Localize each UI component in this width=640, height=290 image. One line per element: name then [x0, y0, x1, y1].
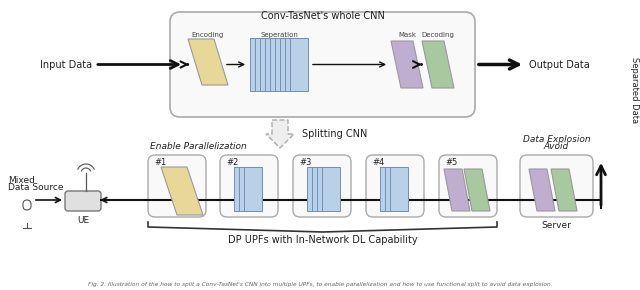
- Bar: [275, 38, 293, 91]
- Text: Output Data: Output Data: [529, 59, 589, 70]
- Polygon shape: [391, 41, 423, 88]
- Bar: [244, 167, 262, 211]
- Text: #1: #1: [154, 158, 166, 167]
- FancyBboxPatch shape: [293, 155, 351, 217]
- Text: Fig. 2. Illustration of the how to split a Conv-TasNet's CNN into multiple UPFs,: Fig. 2. Illustration of the how to split…: [88, 282, 552, 287]
- Bar: [265, 38, 283, 91]
- Text: Splitting CNN: Splitting CNN: [302, 129, 367, 139]
- Text: Server: Server: [541, 221, 572, 230]
- Text: #4: #4: [372, 158, 384, 167]
- Bar: [280, 38, 298, 91]
- Text: Data Source: Data Source: [8, 183, 63, 192]
- Bar: [255, 38, 273, 91]
- Text: Seperation: Seperation: [260, 32, 298, 38]
- FancyBboxPatch shape: [439, 155, 497, 217]
- Polygon shape: [551, 169, 577, 211]
- Text: #2: #2: [226, 158, 238, 167]
- Bar: [307, 167, 325, 211]
- Text: Mask: Mask: [398, 32, 416, 38]
- Polygon shape: [444, 169, 470, 211]
- Text: Conv-TasNet's whole CNN: Conv-TasNet's whole CNN: [260, 11, 385, 21]
- FancyBboxPatch shape: [170, 12, 475, 117]
- Text: #5: #5: [445, 158, 457, 167]
- Bar: [380, 167, 398, 211]
- Polygon shape: [266, 120, 294, 148]
- Bar: [385, 167, 403, 211]
- Text: Mixed: Mixed: [8, 176, 35, 185]
- Text: Enable Parallelization: Enable Parallelization: [150, 142, 247, 151]
- FancyBboxPatch shape: [148, 155, 206, 217]
- Bar: [239, 167, 257, 211]
- Text: UE: UE: [77, 216, 89, 225]
- Text: Avoid: Avoid: [544, 142, 569, 151]
- FancyBboxPatch shape: [220, 155, 278, 217]
- Bar: [285, 38, 303, 91]
- Bar: [390, 167, 408, 211]
- Text: Decoding: Decoding: [422, 32, 454, 38]
- Text: Separated Data: Separated Data: [630, 57, 639, 123]
- FancyBboxPatch shape: [366, 155, 424, 217]
- Text: Data Explosion: Data Explosion: [523, 135, 590, 144]
- Bar: [250, 38, 268, 91]
- Polygon shape: [464, 169, 490, 211]
- Bar: [312, 167, 330, 211]
- Polygon shape: [161, 167, 203, 215]
- Text: DP UPFs with In-Network DL Capability: DP UPFs with In-Network DL Capability: [228, 235, 417, 245]
- Bar: [317, 167, 335, 211]
- Bar: [322, 167, 340, 211]
- Bar: [270, 38, 288, 91]
- Text: #3: #3: [299, 158, 312, 167]
- FancyBboxPatch shape: [520, 155, 593, 217]
- Text: Encoding: Encoding: [192, 32, 224, 38]
- FancyBboxPatch shape: [65, 191, 101, 211]
- Bar: [260, 38, 278, 91]
- Bar: [234, 167, 252, 211]
- Polygon shape: [529, 169, 555, 211]
- Bar: [290, 38, 308, 91]
- Polygon shape: [422, 41, 454, 88]
- Polygon shape: [188, 39, 228, 85]
- Text: Input Data: Input Data: [40, 59, 92, 70]
